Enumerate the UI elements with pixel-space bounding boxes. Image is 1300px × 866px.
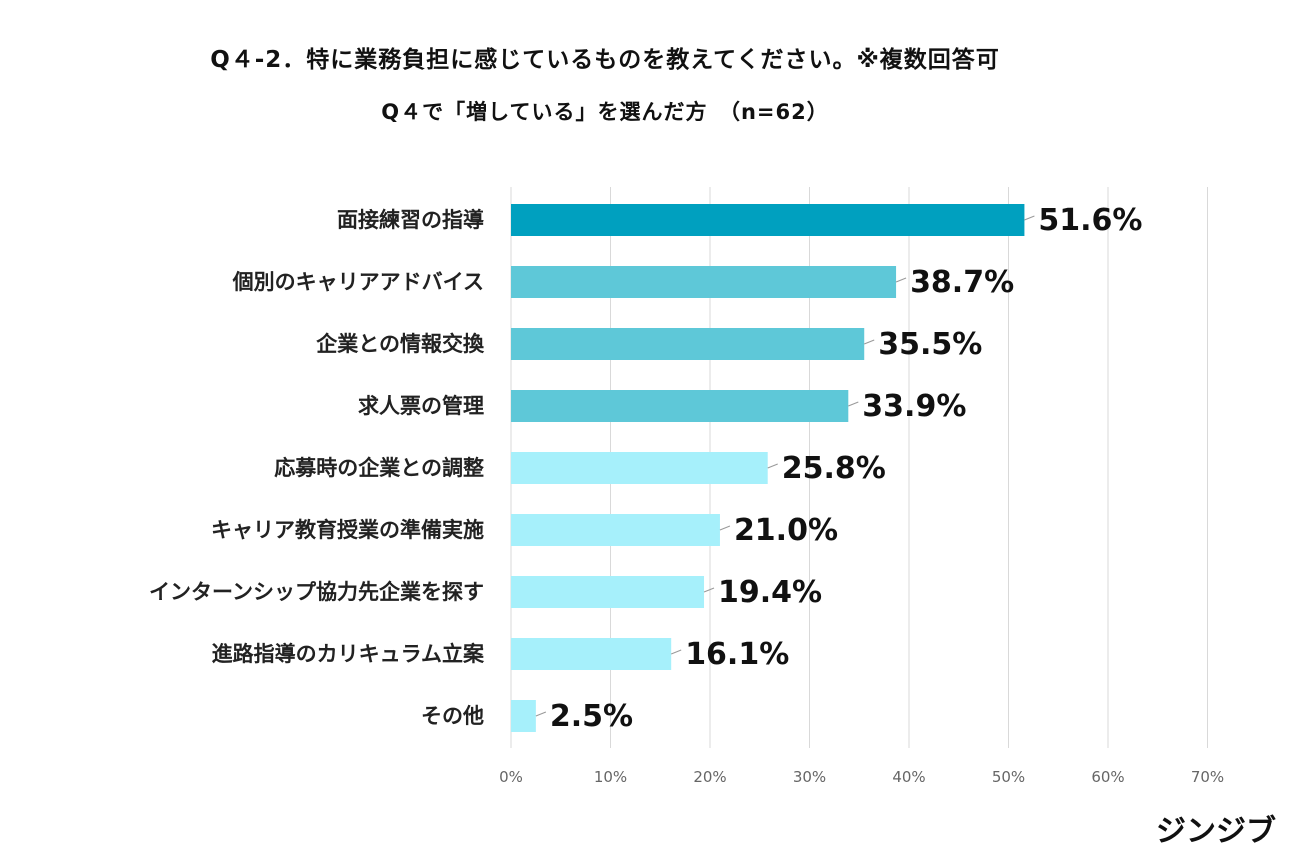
bar bbox=[511, 328, 865, 360]
value-labels: 51.6% 38.7% 35.5% 33.9% 25.8% 21.0% 19.4% 16.1%… bbox=[535, 203, 1142, 734]
value-label: 2.5% bbox=[550, 699, 633, 734]
x-tick-label: 0% bbox=[499, 768, 523, 786]
bar bbox=[511, 266, 897, 298]
bar bbox=[511, 204, 1025, 236]
bars bbox=[511, 204, 1025, 732]
category-label: 応募時の企業との調整 bbox=[274, 456, 484, 480]
value-label: 38.7% bbox=[910, 265, 1014, 300]
value-label: 16.1% bbox=[685, 637, 789, 672]
x-axis-ticks: 0% 10% 20% 30% 40% 50% 60% 70% bbox=[499, 768, 1224, 786]
x-tick-label: 10% bbox=[594, 768, 627, 786]
bar bbox=[511, 452, 768, 484]
value-leader-line bbox=[671, 649, 682, 655]
x-tick-label: 30% bbox=[793, 768, 826, 786]
bar bbox=[511, 390, 849, 422]
bar bbox=[511, 514, 720, 546]
value-leader-line bbox=[864, 339, 875, 345]
value-leader-line bbox=[767, 463, 778, 469]
brand-logo: ジンジブ bbox=[1156, 814, 1276, 849]
category-label: 個別のキャリアアドバイス bbox=[232, 270, 484, 294]
category-label: 企業との情報交換 bbox=[315, 332, 485, 356]
chart-title: Q４-2．特に業務負担に感じているものを教えてください。※複数回答可 bbox=[210, 47, 1000, 73]
value-label: 51.6% bbox=[1038, 203, 1142, 238]
bar bbox=[511, 638, 672, 670]
category-label: 面接練習の指導 bbox=[337, 208, 484, 232]
x-tick-label: 40% bbox=[892, 768, 925, 786]
value-label: 19.4% bbox=[718, 575, 822, 610]
value-label: 21.0% bbox=[734, 513, 838, 548]
x-tick-label: 70% bbox=[1191, 768, 1224, 786]
x-tick-label: 50% bbox=[992, 768, 1025, 786]
value-leader-line bbox=[719, 525, 731, 531]
value-label: 33.9% bbox=[862, 389, 966, 424]
value-leader-line bbox=[895, 277, 907, 283]
category-label: その他 bbox=[421, 704, 484, 728]
chart-subtitle: Q４で「増している」を選んだ方 （n=62） bbox=[381, 100, 829, 124]
value-leader-line bbox=[1024, 215, 1035, 221]
value-leader-line bbox=[848, 401, 859, 407]
category-label: インターンシップ協力先企業を探す bbox=[149, 580, 484, 604]
x-tick-label: 60% bbox=[1091, 768, 1124, 786]
value-label: 25.8% bbox=[782, 451, 886, 486]
value-leader-line bbox=[703, 587, 715, 593]
category-label: 求人票の管理 bbox=[358, 394, 484, 418]
value-leader-line bbox=[535, 711, 547, 717]
bar bbox=[511, 576, 705, 608]
x-tick-label: 20% bbox=[693, 768, 726, 786]
category-label: キャリア教育授業の準備実施 bbox=[211, 518, 484, 542]
category-label: 進路指導のカリキュラム立案 bbox=[212, 642, 485, 666]
category-labels: 面接練習の指導個別のキャリアアドバイス企業との情報交換求人票の管理応募時の企業と… bbox=[149, 208, 485, 728]
value-label: 35.5% bbox=[878, 327, 982, 362]
bar bbox=[511, 700, 536, 732]
